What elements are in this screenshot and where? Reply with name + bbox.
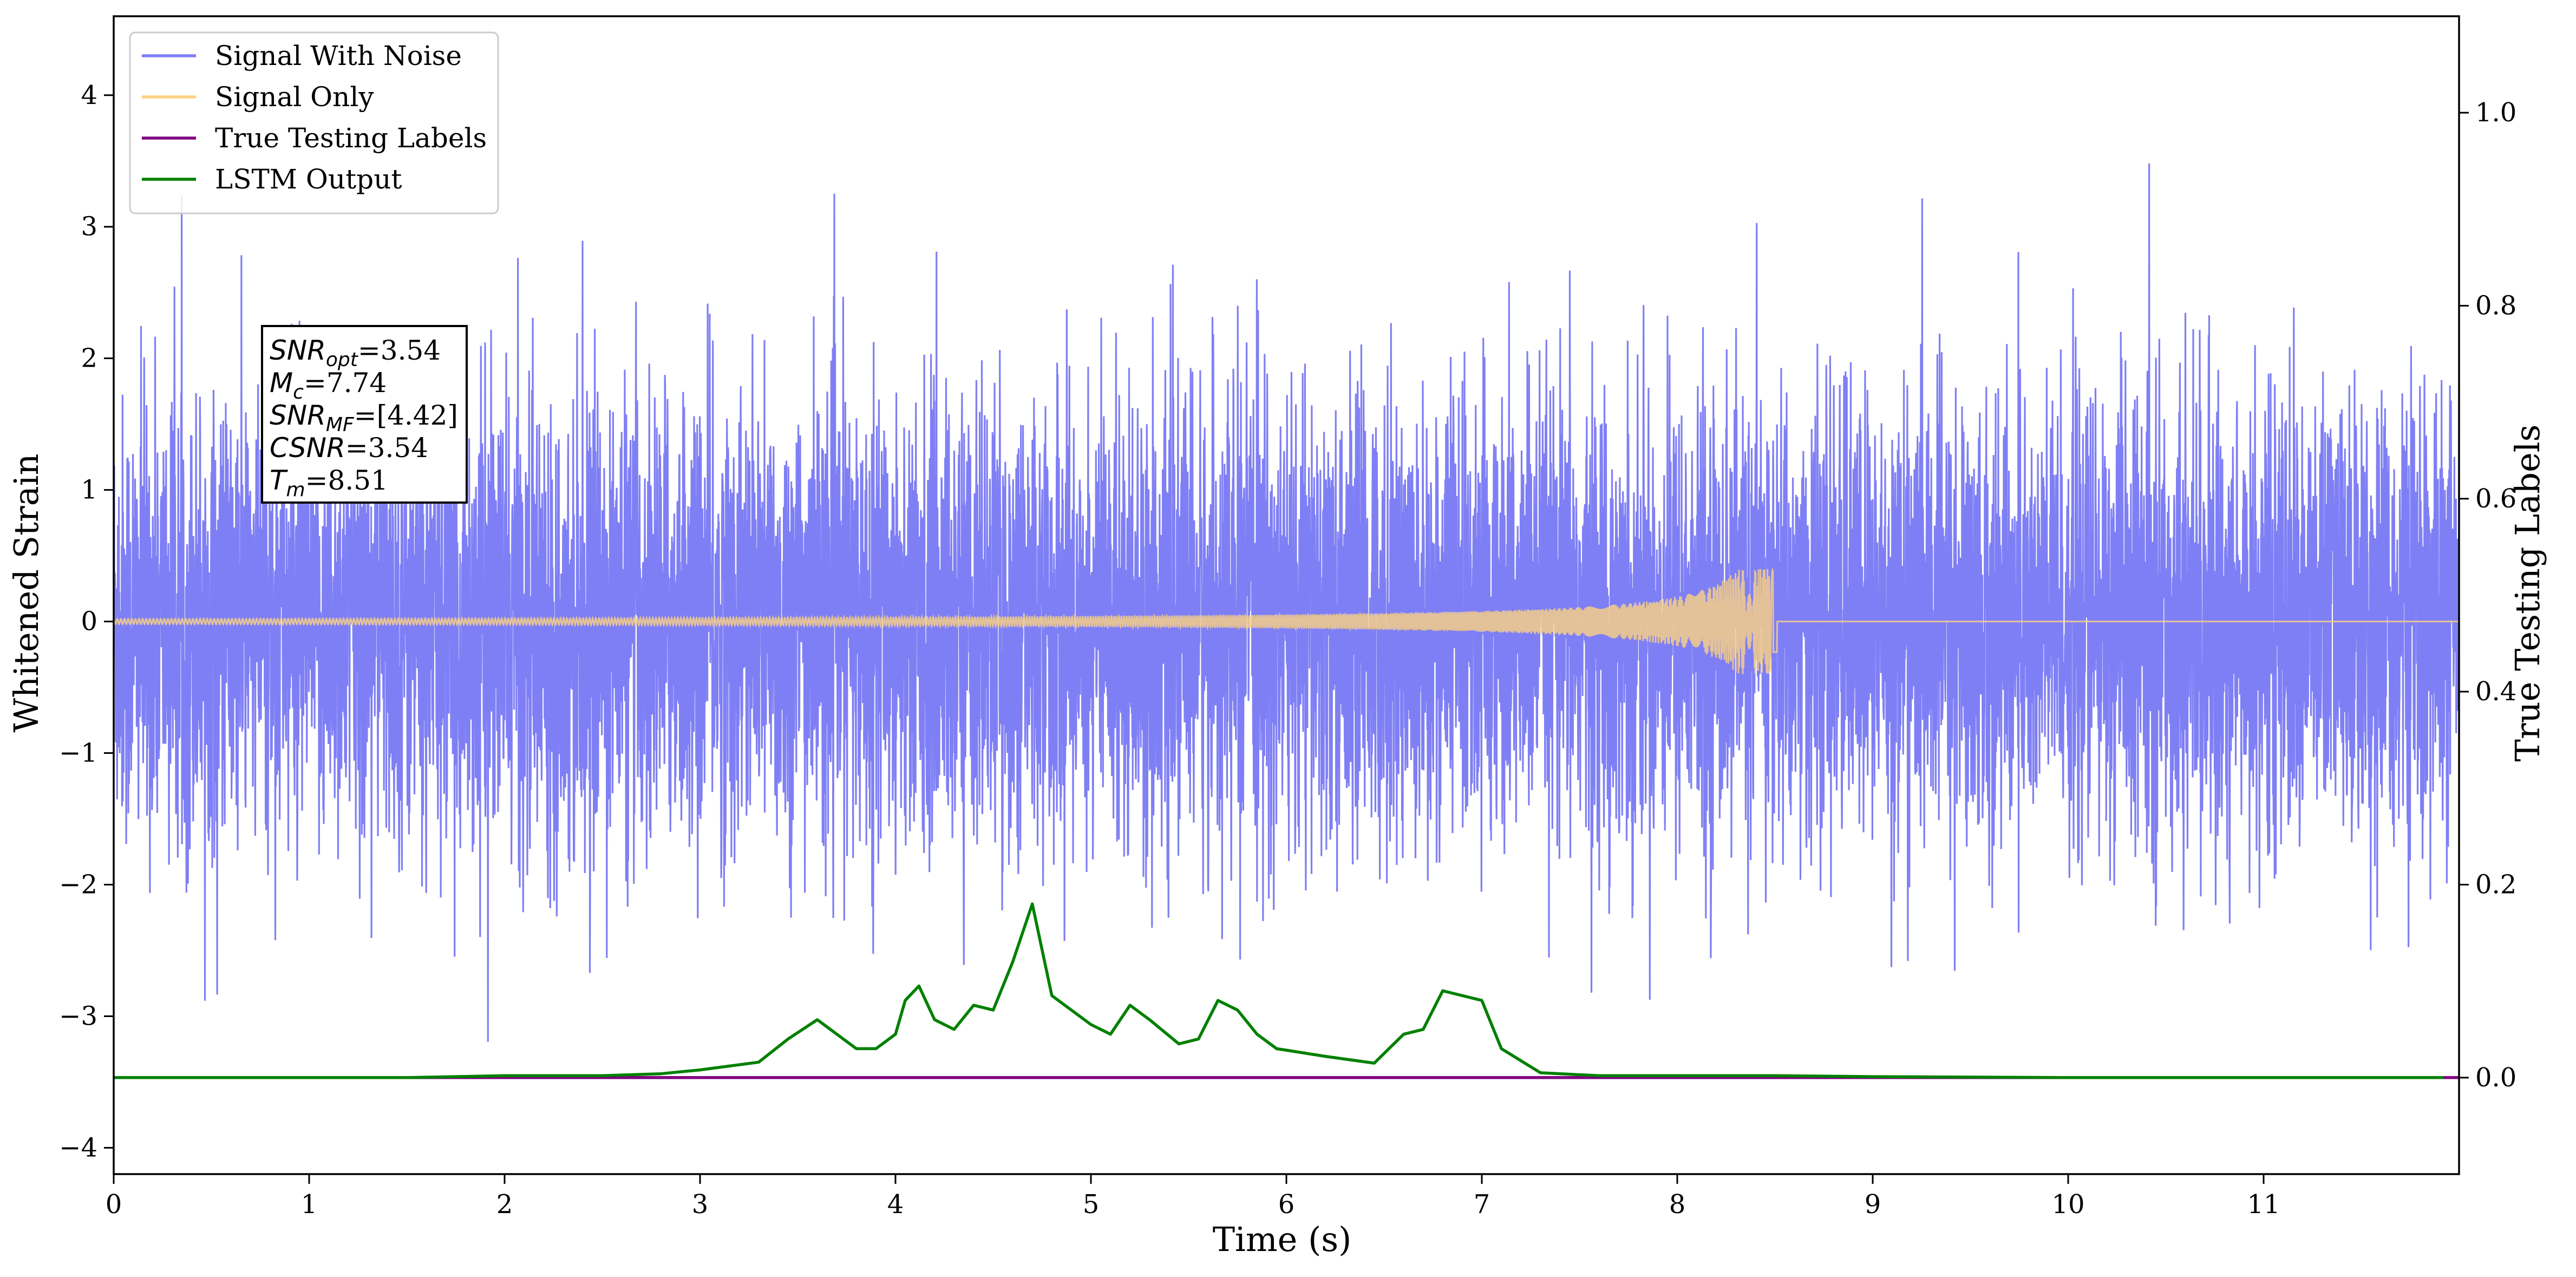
y-left-tick-label: 1 [81,475,97,505]
y-left-tick-label: −3 [59,1001,97,1031]
x-tick-label: 3 [692,1189,709,1220]
y-right-tick-label: 0.8 [2475,291,2516,321]
y-right-tick-label: 0.4 [2475,676,2516,707]
plot-area [114,163,2459,1079]
x-tick-label: 7 [1474,1189,1490,1220]
y-right-tick-label: 0.6 [2475,484,2516,514]
x-tick-label: 6 [1278,1189,1295,1220]
y-right-tick-label: 1.0 [2475,97,2516,128]
annotation-box: SNRopt=3.54Mc=7.74SNRMF=[4.42]CSNR=3.54T… [261,325,468,504]
y-left-tick-label: 0 [81,607,97,637]
annotation-frame [261,325,468,504]
legend-entry-label: Signal Only [215,81,374,113]
annotation-line: SNRMF=[4.42] [270,400,458,436]
legend-entry-label: LSTM Output [215,164,402,195]
y-left-tick-label: 2 [81,343,97,374]
y-axis-left-label: Whitened Strain [6,454,46,733]
y-left-tick-label: −4 [59,1132,97,1163]
y-left-tick-label: 4 [81,80,97,110]
x-tick-label: 8 [1669,1189,1686,1220]
series-lstm-output [114,902,2444,1079]
x-tick-label: 2 [496,1189,513,1220]
x-tick-label: 9 [1865,1189,1881,1220]
annotation-line: Mc=7.74 [270,367,387,403]
series-signal-only [114,567,2459,674]
legend-frame [129,31,499,214]
annotation-line: CSNR=3.54 [270,432,428,464]
x-tick-label: 4 [887,1189,904,1220]
y-right-tick-label: 0.2 [2475,870,2516,900]
legend-entry-label: True Testing Labels [215,122,487,154]
x-tick-label: 10 [2051,1189,2084,1220]
x-tick-label: 0 [106,1189,122,1220]
y-left-tick-label: −2 [59,870,97,900]
y-left-tick-label: −1 [59,738,97,768]
y-left-tick-label: 3 [81,212,97,242]
annotation-line: Tm=8.51 [270,465,388,501]
x-tick-label: 1 [301,1189,318,1220]
y-axis-right-label: True Testing Labels [2508,425,2547,762]
x-tick-label: 11 [2247,1189,2280,1220]
x-axis-label: Time (s) [1213,1220,1352,1259]
axes: 0 1 2 3 4 5 6 7 8 9 10 11 −4 −3 −2 −1 0 1 2 3 4 0.0 0.2 0.4 0.6 0… [59,15,2516,1220]
legend-entry-label: Signal With Noise [215,40,462,71]
annotation-line: SNRopt=3.54 [270,335,441,371]
legend: Signal With Noise Signal Only True Testing… [129,31,499,214]
y-right-tick-label: 0.0 [2475,1063,2516,1093]
x-tick-label: 5 [1083,1189,1100,1220]
